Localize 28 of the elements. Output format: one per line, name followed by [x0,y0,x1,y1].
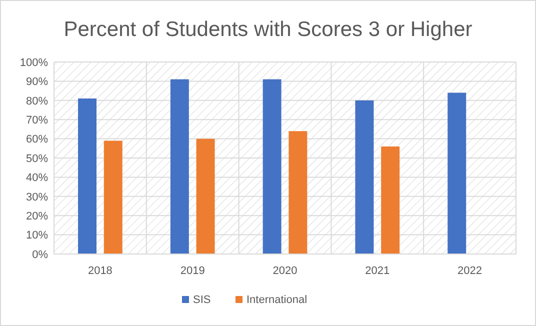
bar [288,131,308,254]
y-tick-label: 10% [26,230,48,242]
y-tick-label: 0% [32,248,48,261]
bar [355,100,374,254]
y-tick-label: 100% [20,56,48,69]
y-tick-label: 90% [26,76,48,88]
x-tick-label: 2018 [88,265,112,277]
chart-title: Percent of Students with Scores 3 or Higher [64,18,472,41]
bar [170,79,189,254]
y-tick-label: 80% [26,95,48,108]
bar [196,138,215,254]
x-tick-label: 2022 [458,265,482,277]
y-tick-label: 50% [26,152,48,165]
y-tick-label: 40% [26,172,48,184]
legend-label: SIS [193,294,211,306]
bar [262,79,282,254]
y-tick-label: 60% [26,134,48,146]
y-tick-label: 20% [26,210,48,222]
x-tick-label: 2021 [365,265,390,277]
legend-label: International [246,294,308,306]
bar [78,98,97,254]
bar [381,146,400,254]
y-tick-label: 70% [26,114,48,126]
bar [104,140,122,254]
x-tick-label: 2019 [180,265,205,277]
bar [448,92,466,254]
x-tick-label: 2020 [272,265,298,277]
y-tick-label: 30% [26,191,48,204]
